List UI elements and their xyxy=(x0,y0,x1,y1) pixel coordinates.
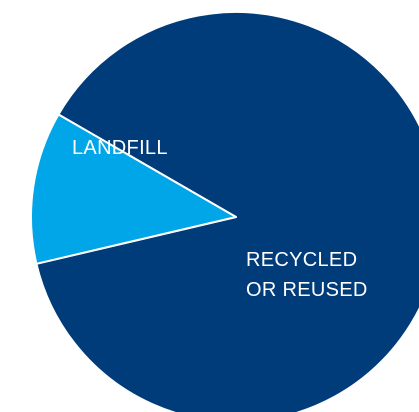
label-landfill-line-1: LANDFILL xyxy=(72,137,168,159)
label-landfill: LANDFILL xyxy=(72,137,168,159)
label-recycled-or-reused: RECYCLED OR REUSED xyxy=(246,249,368,301)
slice-landfill xyxy=(30,113,237,265)
pie-slices xyxy=(30,10,419,412)
label-recycled-or-reused-line-2: OR REUSED xyxy=(246,279,368,301)
pie-labels: RECYCLED OR REUSED LANDFILL xyxy=(72,137,368,301)
label-recycled-or-reused-line-1: RECYCLED xyxy=(246,249,357,271)
